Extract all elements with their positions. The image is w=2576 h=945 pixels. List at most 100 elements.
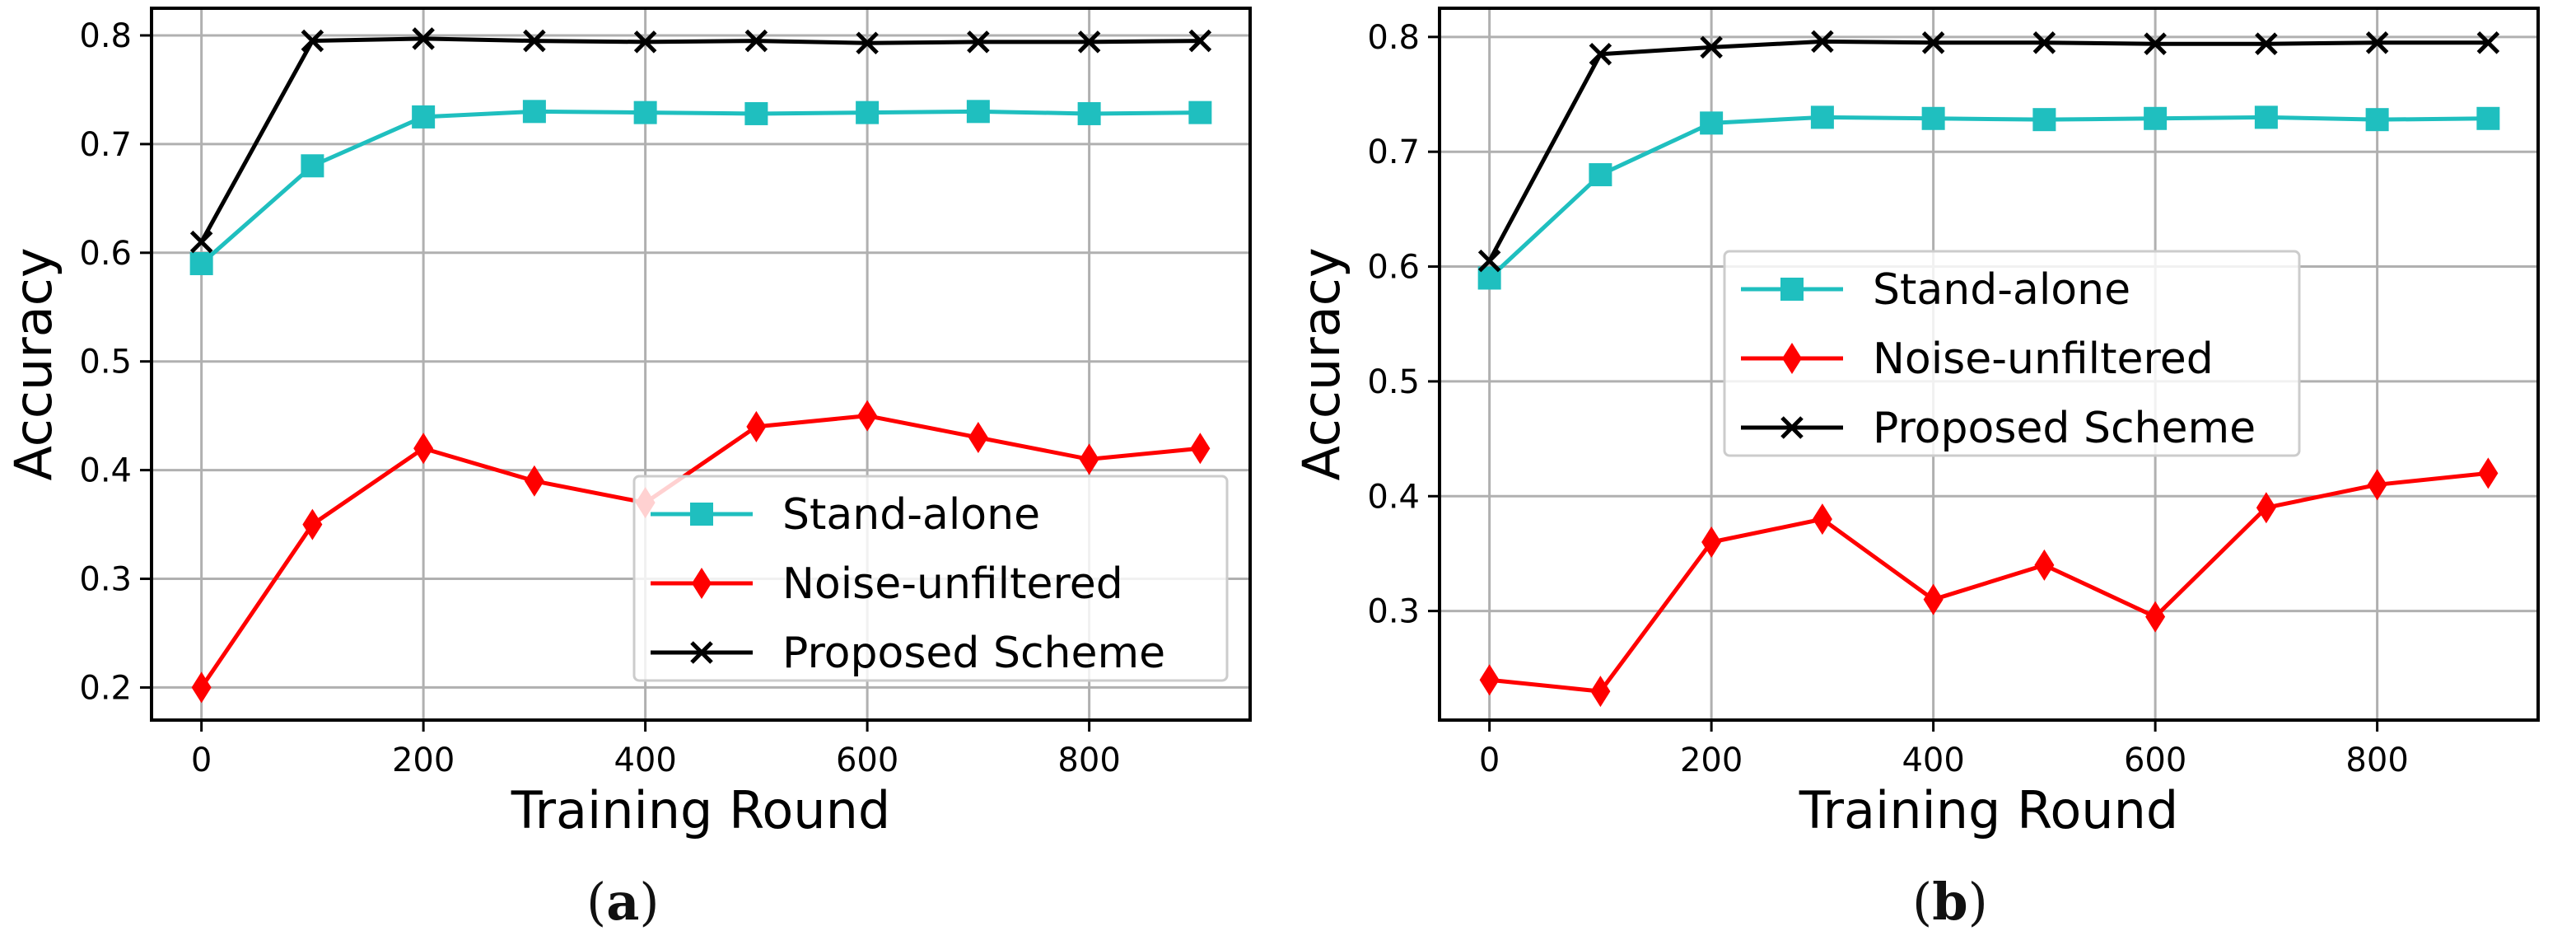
legend-label: Proposed Scheme	[1873, 404, 2256, 453]
data-point	[2032, 31, 2056, 54]
data-point	[412, 27, 435, 50]
x-tick-label: 800	[2345, 741, 2408, 779]
data-point	[1479, 664, 1500, 696]
data-point	[413, 433, 434, 465]
data-point	[857, 400, 878, 432]
data-point	[1589, 163, 1612, 187]
data-point	[301, 29, 324, 53]
legend-label: Stand-alone	[782, 490, 1040, 540]
series-line	[199, 109, 1201, 265]
grid	[152, 8, 1250, 720]
data-point	[2034, 549, 2055, 581]
data-point	[2144, 106, 2168, 130]
data-point	[744, 101, 768, 125]
y-tick-label: 0.6	[1367, 249, 1420, 287]
caption-a-letter: a	[606, 872, 640, 932]
x-tick-label: 400	[1902, 741, 1964, 779]
data-point	[856, 101, 880, 124]
data-point	[2476, 106, 2500, 130]
series-proposed-scheme	[1477, 30, 2500, 273]
data-point	[2145, 601, 2166, 633]
x-tick-label: 800	[1057, 741, 1120, 779]
data-point	[1079, 443, 1099, 475]
legend-label: Stand-alone	[1873, 265, 2130, 315]
legend-label: Noise-unfiltered	[1873, 334, 2214, 384]
data-point	[191, 671, 212, 704]
data-point	[301, 154, 324, 178]
data-point	[1921, 31, 1945, 54]
series-stand-alone	[189, 100, 1212, 275]
data-point	[1700, 111, 1724, 135]
y-tick-label: 0.8	[1367, 19, 1420, 57]
data-point	[412, 105, 436, 129]
caption-a: (a)	[586, 872, 660, 932]
data-point	[523, 29, 546, 53]
data-point	[2144, 32, 2167, 55]
y-tick-label: 0.8	[79, 17, 132, 55]
plot-frame	[150, 7, 1252, 722]
x-tick-label: 0	[1479, 741, 1500, 779]
chart-a-svg: 0 200 400 600 800 0.2 0.3 0.4 0.5 0.6 0.7 0.8 Traini…	[3, 7, 1252, 840]
data-point	[1077, 30, 1101, 54]
series-line	[1487, 115, 2489, 280]
data-point	[1701, 526, 1722, 558]
data-point	[1589, 42, 1612, 66]
x-tick-label: 600	[836, 741, 898, 779]
series-line	[1487, 39, 2489, 262]
data-point	[2367, 469, 2387, 501]
data-point	[1477, 249, 1501, 273]
data-point	[746, 410, 767, 442]
data-point	[2365, 31, 2389, 54]
data-point	[2032, 108, 2056, 132]
data-point	[633, 30, 657, 54]
caption-b-letter: b	[1932, 872, 1968, 932]
data-point	[189, 230, 213, 254]
x-tick-label: 200	[392, 741, 455, 779]
legend: Stand-alone Noise-unfiltered Proposed Sche…	[632, 475, 1229, 682]
y-axis-label: Accuracy	[3, 247, 63, 480]
chart-b-svg: 0 200 400 600 800 0.3 0.4 0.5 0.6 0.7 0.8 Training …	[1291, 7, 2540, 840]
data-point	[1188, 29, 1212, 53]
series-stand-alone	[1477, 105, 2500, 290]
series-line	[199, 36, 1201, 243]
x-tick-label: 0	[191, 741, 212, 779]
data-point	[189, 251, 213, 275]
legend-marker	[1780, 278, 1804, 301]
chart-panel-b: 0 200 400 600 800 0.3 0.4 0.5 0.6 0.7 0.8 Training …	[1288, 0, 2576, 945]
data-point	[2476, 31, 2500, 54]
legend-box	[1723, 250, 2301, 457]
x-tick-label: 400	[614, 741, 676, 779]
data-point	[1811, 30, 1834, 54]
y-tick-label: 0.7	[1367, 133, 1420, 171]
data-point	[302, 508, 323, 540]
plot-frame	[1438, 7, 2540, 722]
data-point	[1077, 101, 1101, 125]
x-tick-label: 200	[1680, 741, 1743, 779]
y-tick-label: 0.6	[79, 235, 132, 273]
data-point	[967, 30, 990, 54]
legend-marker	[692, 568, 712, 599]
data-point	[1921, 106, 1945, 130]
series-proposed-scheme	[189, 27, 1212, 254]
series-noise-unfiltered	[191, 400, 1211, 704]
y-tick-label: 0.2	[79, 669, 132, 707]
legend-label: Noise-unfiltered	[782, 559, 1123, 609]
x-axis-label: Training Round	[511, 780, 891, 840]
legend-marker	[690, 641, 713, 664]
x-axis-label: Training Round	[1799, 780, 2179, 840]
data-point	[2256, 492, 2276, 524]
data-point	[1700, 35, 1723, 59]
y-tick-label: 0.3	[1367, 593, 1420, 631]
data-point	[2255, 32, 2278, 55]
data-point	[744, 29, 768, 53]
data-point	[633, 101, 657, 124]
data-point	[856, 31, 879, 54]
data-point	[2365, 108, 2389, 132]
data-point	[1810, 105, 1834, 129]
data-point	[1188, 101, 1212, 124]
data-point	[1812, 503, 1832, 536]
legend-marker	[690, 503, 713, 526]
series-line	[1489, 470, 2489, 694]
y-axis-label: Accuracy	[1291, 247, 1351, 480]
data-point	[522, 100, 546, 124]
